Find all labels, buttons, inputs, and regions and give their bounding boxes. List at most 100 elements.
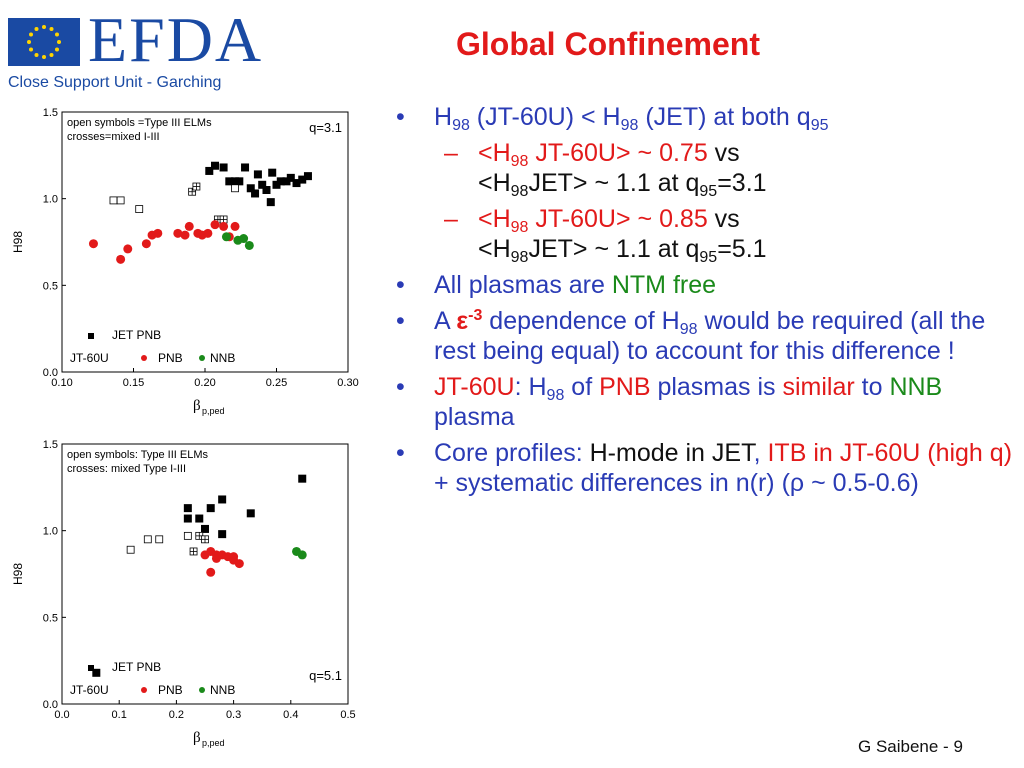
- chart2-x-tick-label: 0.2: [169, 709, 184, 721]
- chart2-point-jt-60u-pnb: [206, 567, 216, 577]
- footer-author-page: G Saibene - 9: [858, 737, 963, 756]
- chart2-x-tick-label: 0.4: [283, 709, 298, 721]
- chart1-legend-pnb-marker: [141, 355, 147, 361]
- chart2-point-jet-pnb: [183, 514, 192, 523]
- chart2-legend-pnb-marker: [141, 687, 147, 693]
- chart2-point-jet-type-iii: [126, 545, 135, 554]
- chart1-legend-pnb-label: PNB: [158, 351, 183, 365]
- chart2-y-tick-label: 0.0: [43, 699, 58, 711]
- chart2-point-jet-pnb: [195, 514, 204, 523]
- chart1-point-jet-type-iii: [116, 196, 125, 205]
- star-icon: [34, 52, 39, 57]
- logo-subtitle: Close Support Unit - Garching: [8, 74, 222, 91]
- eu-flag-logo: [8, 18, 80, 66]
- chart1-point-jet-pnb: [282, 177, 291, 186]
- chart1-point-jet-pnb: [251, 189, 260, 198]
- chart2-legend-nnb-marker: [199, 687, 205, 693]
- chart2-annotation-line: crosses: mixed Type I-III: [67, 463, 186, 475]
- chart1-point-jet-pnb: [286, 173, 295, 182]
- chart1-x-axis-label-sub: p,ped: [202, 406, 225, 416]
- chart1-point-jet-pnb: [219, 163, 228, 172]
- star-icon: [49, 52, 54, 57]
- chart1-point-jet-pnb: [298, 175, 307, 184]
- chart2-x-tick-label: 0.3: [226, 709, 241, 721]
- chart1-x-tick-label: 0.15: [123, 377, 144, 389]
- chart1-y-tick-label: 1.5: [43, 107, 58, 119]
- chart1-x-tick-label: 0.10: [51, 377, 72, 389]
- slide-title: Global Confinement: [456, 26, 760, 62]
- chart2-plot-frame: [61, 443, 349, 705]
- chart1-point-jet-pnb: [276, 177, 285, 186]
- chart1-point-jet-pnb: [258, 180, 267, 189]
- chart1-point-jt-60u-nnb: [244, 240, 254, 250]
- chart2-point-jet-pnb: [201, 524, 209, 533]
- chart2-point-jt-60u-pnb: [234, 559, 244, 569]
- chart2-x-tick-label: 0.0: [54, 709, 69, 721]
- chart2-legend-jt60u-label: JT-60U: [70, 683, 109, 697]
- chart1-point-jet-pnb: [211, 161, 220, 170]
- chart1-y-axis-label: H98: [11, 231, 25, 253]
- chart1-point-jt-60u-pnb: [173, 228, 183, 238]
- chart1-point-jet-pnb: [231, 177, 240, 186]
- chart2-point-jet-type-iii: [143, 535, 152, 544]
- chart2-legend-jet-marker: [88, 665, 94, 671]
- chart2-point-jet-type-iii: [155, 535, 164, 544]
- bullet-epsilon-dependence: • A ε-3 dependence of H98 would be requi…: [396, 307, 986, 365]
- chart1-point-jet-pnb: [246, 184, 255, 193]
- chart1-x-tick-label: 0.20: [194, 377, 215, 389]
- chart1-point-jt-60u-pnb: [116, 254, 126, 264]
- chart-q31: 0.10 0.15 0.20 0.25 0.30 0.0 0.5 1.0 1.5 H98 β p,pe…: [11, 107, 359, 416]
- chart2-x-axis-label-sub: p,ped: [202, 738, 225, 748]
- star-icon: [34, 27, 39, 32]
- chart1-point-jt-60u-pnb: [219, 221, 229, 231]
- chart2-y-tick-label: 1.0: [43, 526, 58, 538]
- chart1-point-jet-pnb: [303, 172, 312, 181]
- chart1-plot-frame: [61, 111, 349, 373]
- bullet-dot-icon: •: [396, 373, 405, 401]
- chart1-point-jt-60u-pnb: [230, 221, 240, 231]
- chart1-x-axis-label: β: [193, 398, 201, 414]
- chart2-x-tick-label: 0.1: [112, 709, 127, 721]
- chart1-point-jet-pnb: [235, 177, 244, 186]
- chart1-annotation-line: open symbols =Type III ELMs: [67, 117, 212, 129]
- chart1-x-tick-label: 0.25: [266, 377, 287, 389]
- chart1-annotation-line: crosses=mixed I-III: [67, 131, 160, 143]
- chart2-legend-jet-label: JET PNB: [112, 660, 161, 674]
- eu-stars-icon: [8, 18, 80, 66]
- chart2-point-jet-pnb: [92, 668, 101, 677]
- chart1-point-jt-60u-pnb: [123, 244, 133, 254]
- star-icon: [29, 47, 34, 52]
- chart2-x-tick-label: 0.5: [340, 709, 355, 721]
- bullet-list: • H98 (JT-60U) < H98 (JET) at both q95 –…: [392, 102, 1012, 504]
- bullet-ntm-free: • All plasmas are NTM free: [396, 271, 717, 299]
- bullet-dot-icon: •: [396, 103, 405, 131]
- chart2-x-axis-label: β: [193, 730, 201, 746]
- chart1-point-jet-pnb: [266, 198, 275, 207]
- bullet-core-profiles: • Core profiles: H-mode in JET, ITB in J…: [396, 439, 1013, 497]
- chart2-point-jet-pnb: [183, 504, 192, 513]
- chart1-point-jt-60u-nnb: [239, 234, 249, 244]
- bullet-h98-comparison: • H98 (JT-60U) < H98 (JET) at both q95: [396, 103, 829, 134]
- chart1-point-jet-pnb: [262, 186, 271, 194]
- chart1-legend-nnb-marker: [199, 355, 205, 361]
- chart2-y-tick-label: 1.5: [43, 439, 58, 451]
- chart2-legend-nnb-label: NNB: [210, 683, 235, 697]
- chart2-y-axis-label: H98: [11, 563, 25, 585]
- chart2-point-jet-pnb: [298, 474, 307, 483]
- bullet-dot-icon: •: [396, 307, 405, 335]
- chart1-legend-nnb-label: NNB: [210, 351, 235, 365]
- chart1-point-jt-60u-nnb: [221, 232, 231, 242]
- efda-logo-text: EFDA: [88, 4, 264, 75]
- chart1-point-jt-60u-pnb: [203, 228, 213, 238]
- star-icon: [42, 25, 46, 29]
- chart1-point-jet-type-iii: [109, 196, 118, 205]
- chart2-y-tick-label: 0.5: [43, 612, 58, 624]
- bullet-dot-icon: •: [396, 439, 405, 467]
- chart2-legend-pnb-label: PNB: [158, 683, 183, 697]
- star-icon: [42, 55, 46, 59]
- chart1-x-tick-label: 0.30: [337, 377, 358, 389]
- sub-bullet-q31: – <H98 JT-60U> ~ 0.75 vs <H98JET> ~ 1.1 …: [444, 139, 767, 200]
- chart1-y-tick-label: 1.0: [43, 194, 58, 206]
- chart1-point-jt-60u-pnb: [141, 239, 151, 249]
- chart1-point-jet-pnb: [241, 163, 250, 172]
